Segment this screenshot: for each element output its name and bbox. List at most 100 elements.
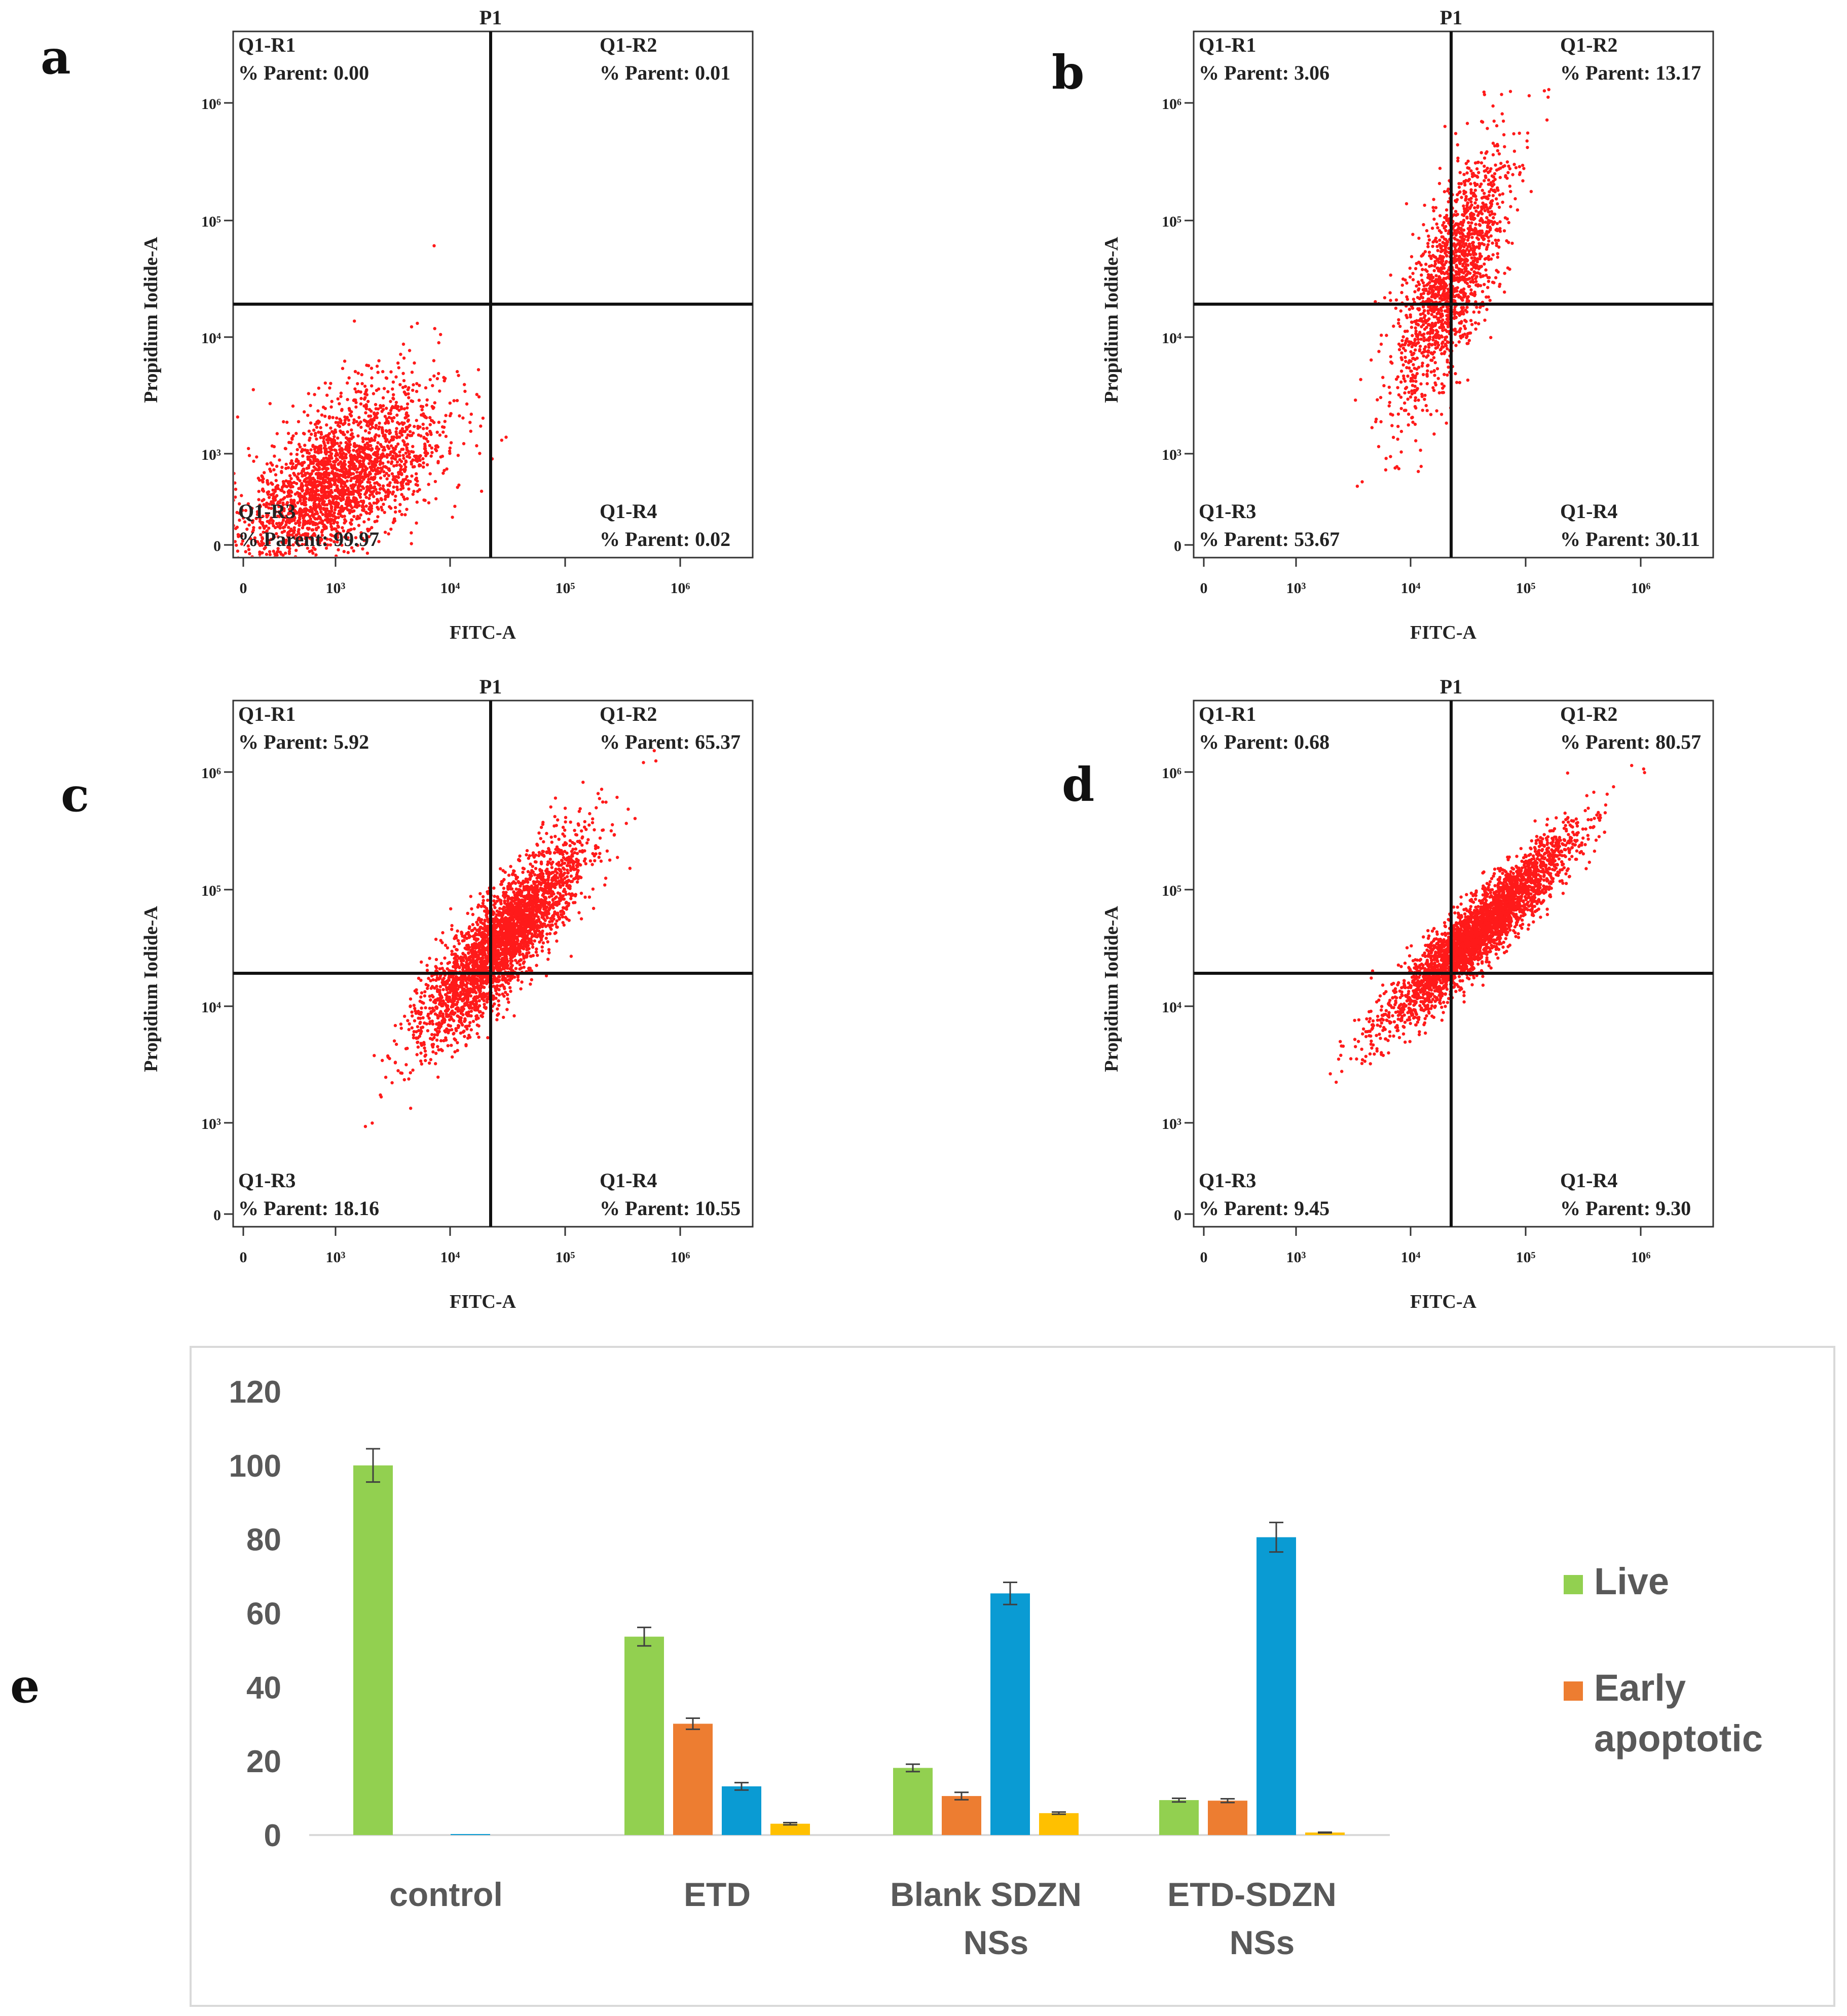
event-point [1488,190,1491,194]
event-point [1439,413,1444,416]
x-tick-label: 10³ [326,580,346,597]
quadrant-q1-r3-name: Q1-R3 [238,500,295,523]
event-point [328,538,332,541]
event-point [1429,273,1433,277]
quadrant-q1-r1-parent: % Parent: 3.06 [1199,61,1329,84]
event-point [265,514,269,517]
y-tick-label: 10⁵ [1162,213,1181,230]
event-point [299,537,302,541]
event-point [359,513,362,517]
event-point [403,392,407,395]
event-point [358,489,361,492]
event-point [329,501,333,504]
event-point [533,939,537,943]
event-point [252,459,255,463]
event-point [1497,152,1501,156]
event-point [476,368,481,372]
event-point [285,501,289,504]
event-point [1506,266,1510,270]
event-point [1487,239,1491,243]
event-point [407,487,411,491]
event-point [1441,235,1445,239]
event-point [1487,194,1491,197]
event-point [383,448,387,452]
event-point [313,533,317,537]
event-point [317,493,320,497]
event-point [300,471,303,475]
event-point [376,453,380,456]
event-point [1457,231,1461,234]
event-point [415,521,418,525]
event-point [1461,310,1465,314]
event-point [262,571,265,574]
event-point [268,550,272,554]
event-point [1421,409,1424,412]
event-point [1484,268,1488,272]
event-point [1429,351,1433,355]
event-point [319,518,322,521]
event-point [1417,283,1421,286]
event-point [320,502,324,505]
event-point [391,492,394,496]
event-point [1439,306,1443,310]
event-point [329,426,333,430]
event-point [341,515,344,519]
event-point [419,1032,423,1036]
event-point [337,462,341,465]
event-point [1464,195,1468,198]
event-point [333,520,337,523]
event-point [1425,382,1429,386]
event-point [293,492,298,496]
event-point [1483,318,1487,322]
event-point [245,527,249,531]
event-point [401,495,405,499]
event-point [1392,324,1395,328]
event-point [1486,224,1490,228]
event-point [371,421,374,424]
event-point [448,401,452,405]
event-point [1426,331,1430,335]
event-point [1432,217,1436,221]
event-point [433,480,437,484]
event-point [1433,324,1437,327]
event-point [349,414,353,418]
event-point [319,472,322,475]
event-point [1443,244,1447,248]
event-point [275,432,279,435]
event-point [1470,262,1474,265]
event-point [398,470,402,474]
event-point [496,1007,499,1011]
event-point [432,374,436,378]
event-point [1522,167,1526,170]
event-point [1415,262,1418,265]
event-point [468,421,472,424]
event-point [1485,150,1489,154]
event-point [413,454,417,458]
event-point [337,496,341,500]
event-point [237,556,239,557]
event-point [504,435,508,439]
event-point [1496,144,1500,148]
event-point [364,467,367,471]
event-point [1422,339,1426,343]
event-point [1429,256,1433,260]
event-point [453,504,457,508]
event-point [294,459,298,463]
event-point [355,459,359,463]
event-point [1407,423,1410,427]
event-point [246,544,250,548]
event-point [349,528,353,531]
event-point [401,484,404,488]
event-point [352,497,356,501]
event-point [433,327,436,331]
event-point [615,795,619,799]
event-point [359,531,363,535]
event-point [1427,273,1430,277]
event-point [291,514,295,518]
event-point [382,404,385,408]
event-point [1380,334,1383,337]
event-point [340,447,343,450]
event-point [1462,228,1466,232]
event-point [314,431,317,435]
event-point [1480,207,1484,211]
